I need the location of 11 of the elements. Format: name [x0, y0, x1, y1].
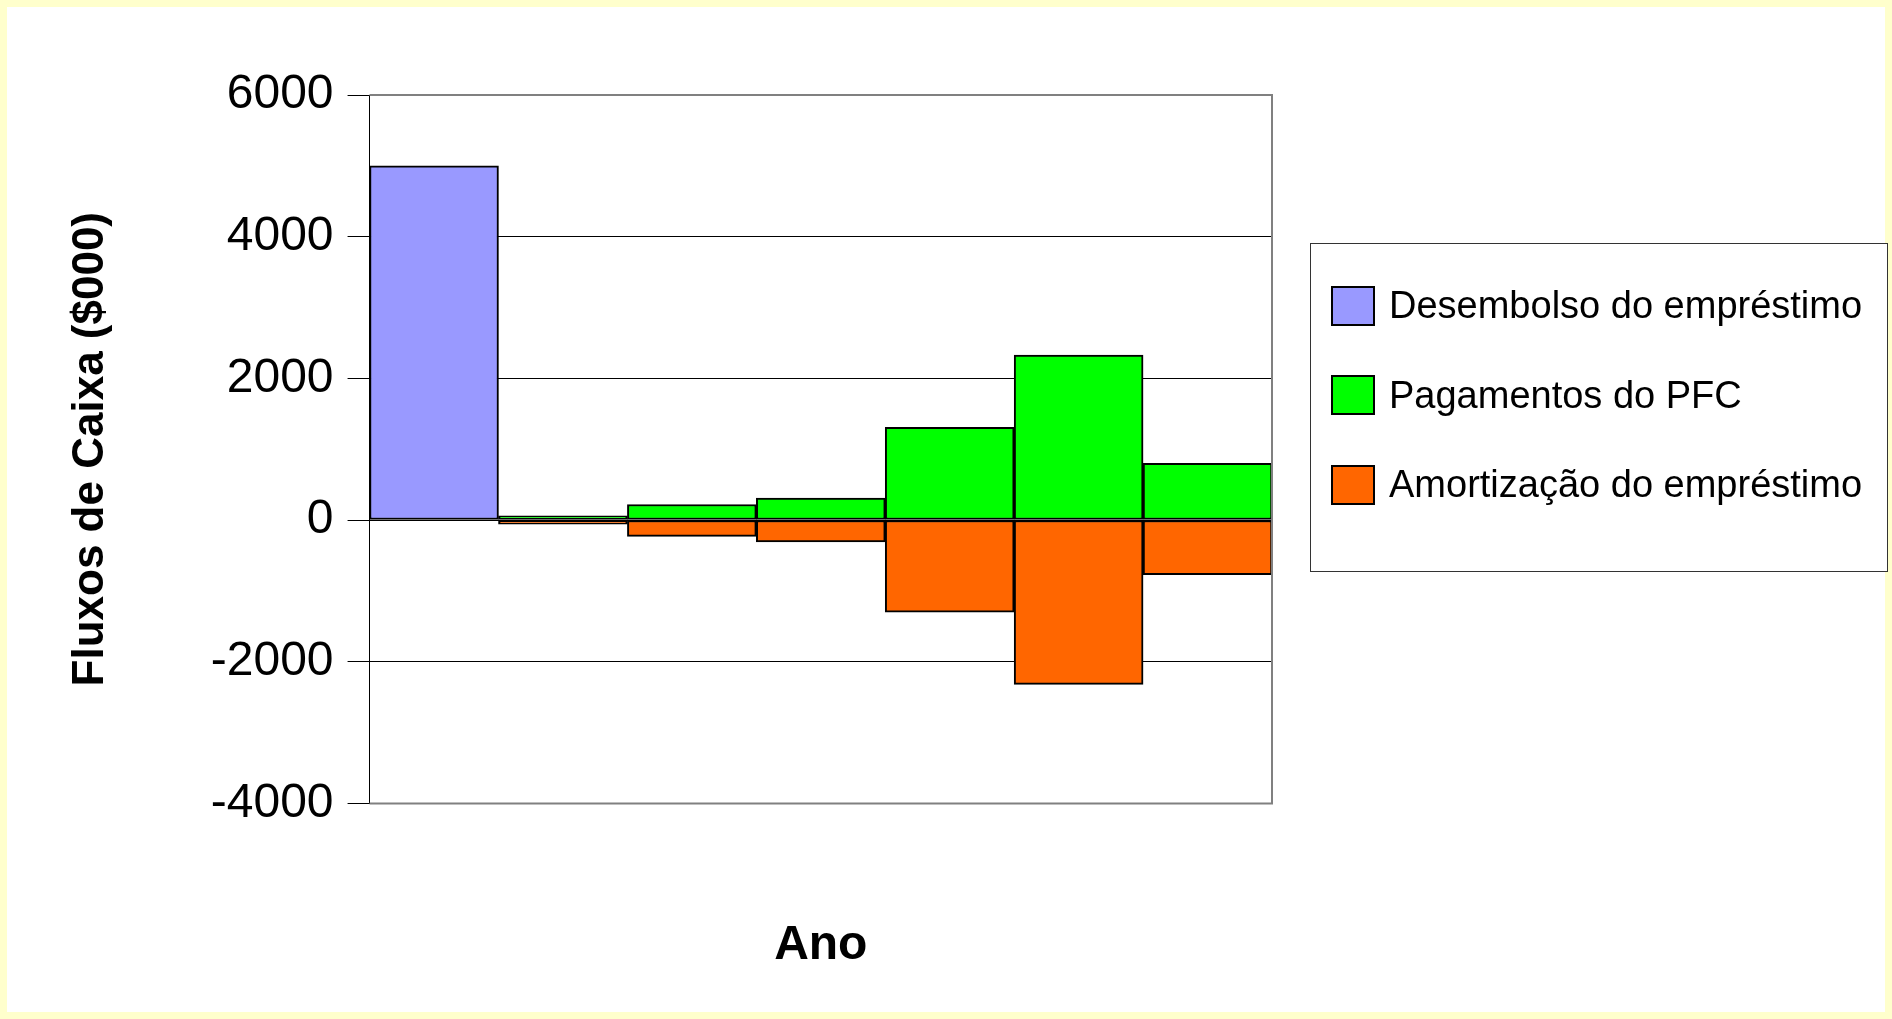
x-axis-title: Ano	[774, 916, 868, 970]
legend-label: Pagamentos do PFC	[1389, 372, 1742, 418]
legend-label: Desembolso do empréstimo	[1389, 283, 1863, 328]
y-tick-label: 6000	[226, 65, 334, 119]
y-tick-label: 0	[306, 490, 334, 544]
y-tick-label: 4000	[226, 206, 334, 260]
legend-label: Amortização do empréstimo	[1389, 462, 1863, 507]
y-tick-label: -4000	[210, 773, 334, 827]
y-tick-label: 2000	[226, 348, 334, 402]
y-tick-label: -2000	[210, 631, 334, 685]
y-axis-title: Fluxos de Caixa ($000)	[62, 211, 112, 687]
